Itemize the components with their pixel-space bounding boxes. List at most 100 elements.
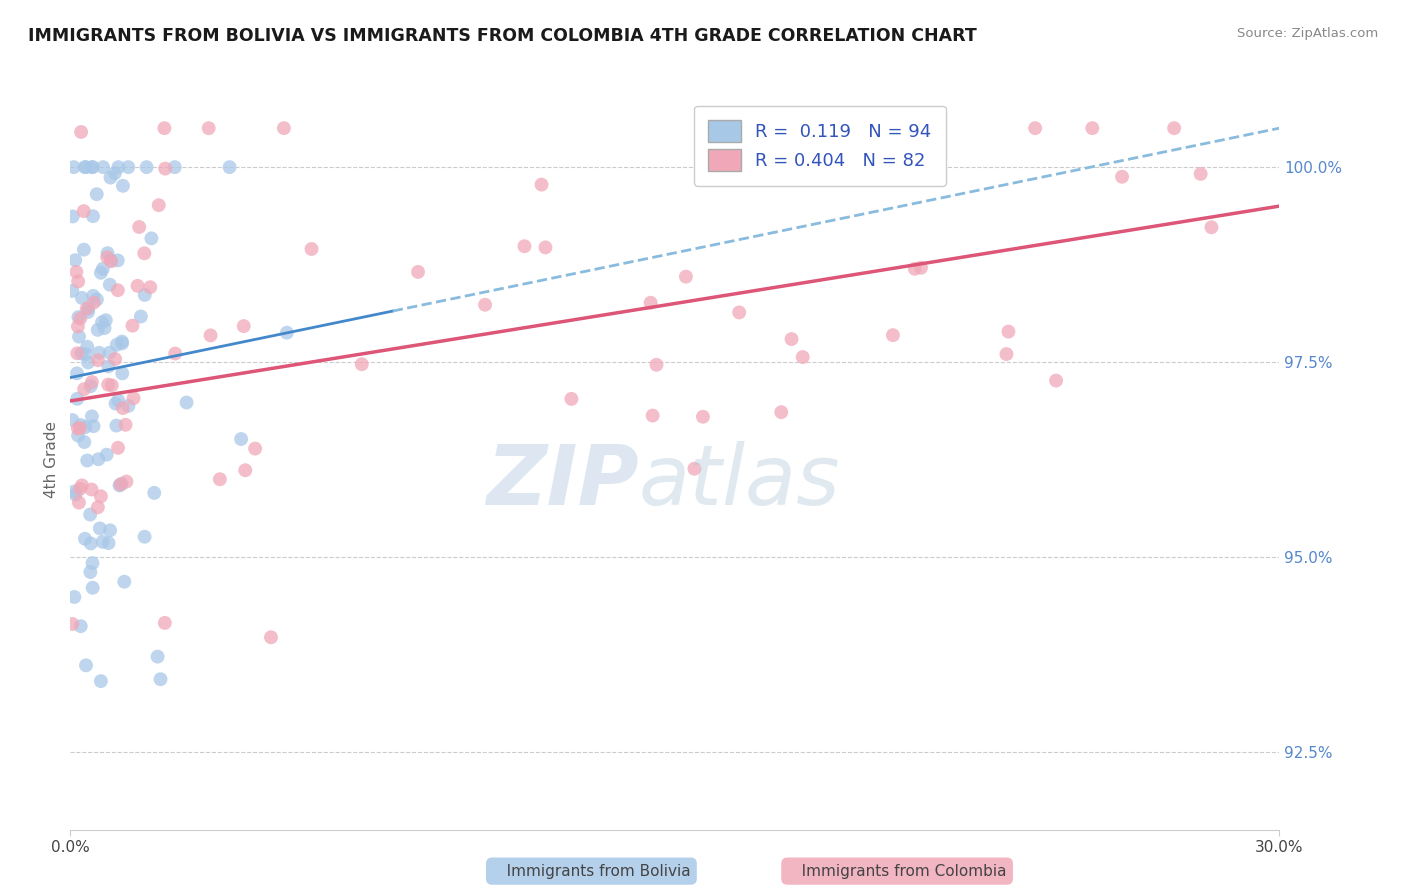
Point (122, 391, 145, 405)
Text: ZIP: ZIP (486, 441, 638, 522)
Point (1163, 121, 1185, 136)
Point (100, 253, 122, 268)
Point (149, 672, 172, 686)
Point (75, 420, 97, 434)
Point (1024, 121, 1046, 136)
Point (79, 565, 101, 579)
Point (67, 329, 90, 343)
Point (80, 379, 103, 393)
Point (70, 346, 93, 360)
Point (121, 318, 143, 333)
Point (139, 280, 162, 294)
Point (86, 187, 108, 202)
Point (62, 210, 84, 224)
Point (115, 475, 138, 489)
Point (107, 393, 129, 408)
Point (70, 125, 93, 139)
Point (87, 353, 110, 368)
Point (111, 178, 134, 193)
Point (80, 160, 103, 174)
Point (100, 254, 122, 268)
Point (80, 536, 103, 550)
Point (153, 121, 176, 136)
Point (104, 352, 127, 367)
Legend: R =  0.119   N = 94, R = 0.404   N = 82: R = 0.119 N = 94, R = 0.404 N = 82 (695, 105, 946, 186)
Point (73, 382, 96, 396)
Point (105, 418, 128, 433)
Point (111, 367, 134, 381)
Point (110, 477, 132, 491)
Point (111, 401, 134, 415)
Point (90, 266, 112, 280)
Point (70, 478, 93, 492)
Point (229, 432, 252, 446)
Point (165, 346, 187, 360)
Point (73, 435, 96, 450)
Point (117, 160, 139, 174)
Point (104, 396, 127, 410)
Point (67, 310, 90, 325)
Point (76, 340, 98, 354)
Point (63, 484, 86, 499)
Point (534, 240, 557, 254)
Point (97, 377, 120, 392)
Point (1081, 121, 1104, 136)
Point (60, 284, 83, 298)
Point (66, 421, 89, 435)
Point (1201, 220, 1223, 235)
Point (560, 392, 582, 406)
Point (82, 209, 104, 223)
Point (75, 160, 97, 174)
Point (90, 674, 112, 689)
Point (143, 486, 166, 500)
Point (108, 478, 131, 492)
Point (910, 260, 932, 275)
Point (87, 323, 110, 337)
Point (98, 345, 121, 359)
Y-axis label: 4th Grade: 4th Grade (44, 421, 59, 498)
Point (98, 524, 121, 538)
Point (65, 488, 87, 502)
Point (73, 532, 96, 546)
Point (67, 495, 90, 509)
Point (163, 160, 186, 174)
Point (146, 649, 169, 664)
Point (105, 337, 128, 351)
Point (70, 291, 93, 305)
Point (770, 405, 793, 419)
Point (69, 421, 91, 435)
Point (96, 448, 118, 462)
Point (107, 283, 129, 297)
Point (406, 265, 429, 279)
Point (97, 359, 120, 374)
Point (997, 325, 1019, 339)
Point (134, 288, 156, 302)
Point (200, 328, 222, 343)
Point (63, 590, 86, 604)
Point (91, 261, 114, 276)
Text: atlas: atlas (638, 441, 841, 522)
Point (675, 269, 697, 284)
Point (273, 121, 295, 136)
Point (90, 489, 112, 503)
Point (73, 160, 96, 174)
Point (104, 166, 127, 180)
Point (107, 441, 129, 455)
Point (683, 461, 706, 475)
Point (1189, 167, 1212, 181)
Point (66, 346, 89, 360)
Point (87, 346, 110, 360)
Point (995, 347, 1018, 361)
Point (98, 277, 121, 292)
Point (73, 204, 96, 219)
Point (111, 336, 134, 351)
Point (301, 242, 323, 256)
Point (837, 121, 859, 136)
Point (107, 160, 129, 174)
Point (66, 367, 89, 381)
Point (86, 293, 108, 307)
Point (197, 121, 219, 136)
Point (148, 198, 170, 212)
Point (96, 250, 118, 264)
Point (91, 534, 114, 549)
